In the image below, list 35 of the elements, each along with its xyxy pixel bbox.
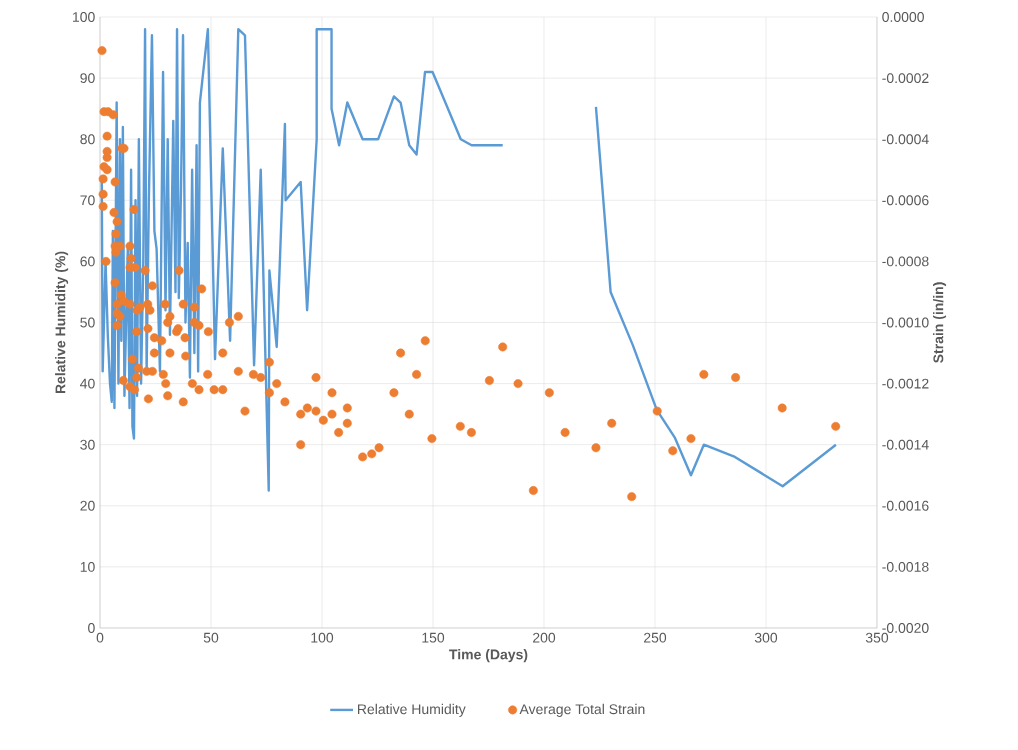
y-tick-label: 40 [80, 378, 95, 389]
y2-tick-label: -0.0006 [882, 195, 929, 206]
legend-label: Average Total Strain [519, 703, 645, 717]
y-tick-label: 10 [80, 561, 95, 572]
x-tick-label: 150 [422, 632, 445, 643]
y2-tick-label: -0.0020 [882, 623, 929, 633]
y-tick-label: 70 [80, 195, 95, 206]
y2-tick-label: -0.0012 [882, 378, 929, 389]
y-tick-label: 0 [88, 623, 95, 633]
y2-tick-label: -0.0014 [882, 439, 929, 450]
y-tick-label: 100 [73, 12, 95, 22]
y2-tick-label: -0.0004 [882, 134, 929, 145]
y-tick-label: 60 [80, 256, 95, 267]
x-axis-title: Time (Days) [449, 649, 528, 663]
y2-tick-label: -0.0018 [882, 561, 929, 572]
y2-axis-title: Strain (in/in) [933, 282, 947, 363]
y2-tick-label: -0.0016 [882, 500, 929, 511]
x-tick-label: 300 [754, 632, 778, 643]
y2-tick-label: 0.0000 [882, 12, 924, 22]
y-tick-label: 30 [80, 439, 95, 450]
x-tick-label: 50 [203, 632, 219, 643]
y-tick-label: 80 [80, 134, 95, 145]
x-tick-label: 100 [311, 632, 334, 643]
y-axis-title: Relative Humidity (%) [55, 251, 69, 394]
y-tick-label: 90 [80, 73, 95, 84]
x-tick-label: 200 [533, 632, 556, 643]
y2-tick-label: -0.0008 [882, 256, 929, 267]
y2-tick-label: -0.0010 [882, 317, 929, 328]
y2-tick-label: -0.0002 [882, 73, 929, 84]
legend-label: Relative Humidity [358, 703, 466, 717]
y-tick-label: 20 [80, 500, 95, 511]
x-tick-label: 250 [644, 632, 667, 643]
x-tick-label: 0 [96, 632, 104, 643]
y-tick-label: 50 [80, 317, 95, 328]
x-tick-label: 350 [865, 632, 889, 643]
